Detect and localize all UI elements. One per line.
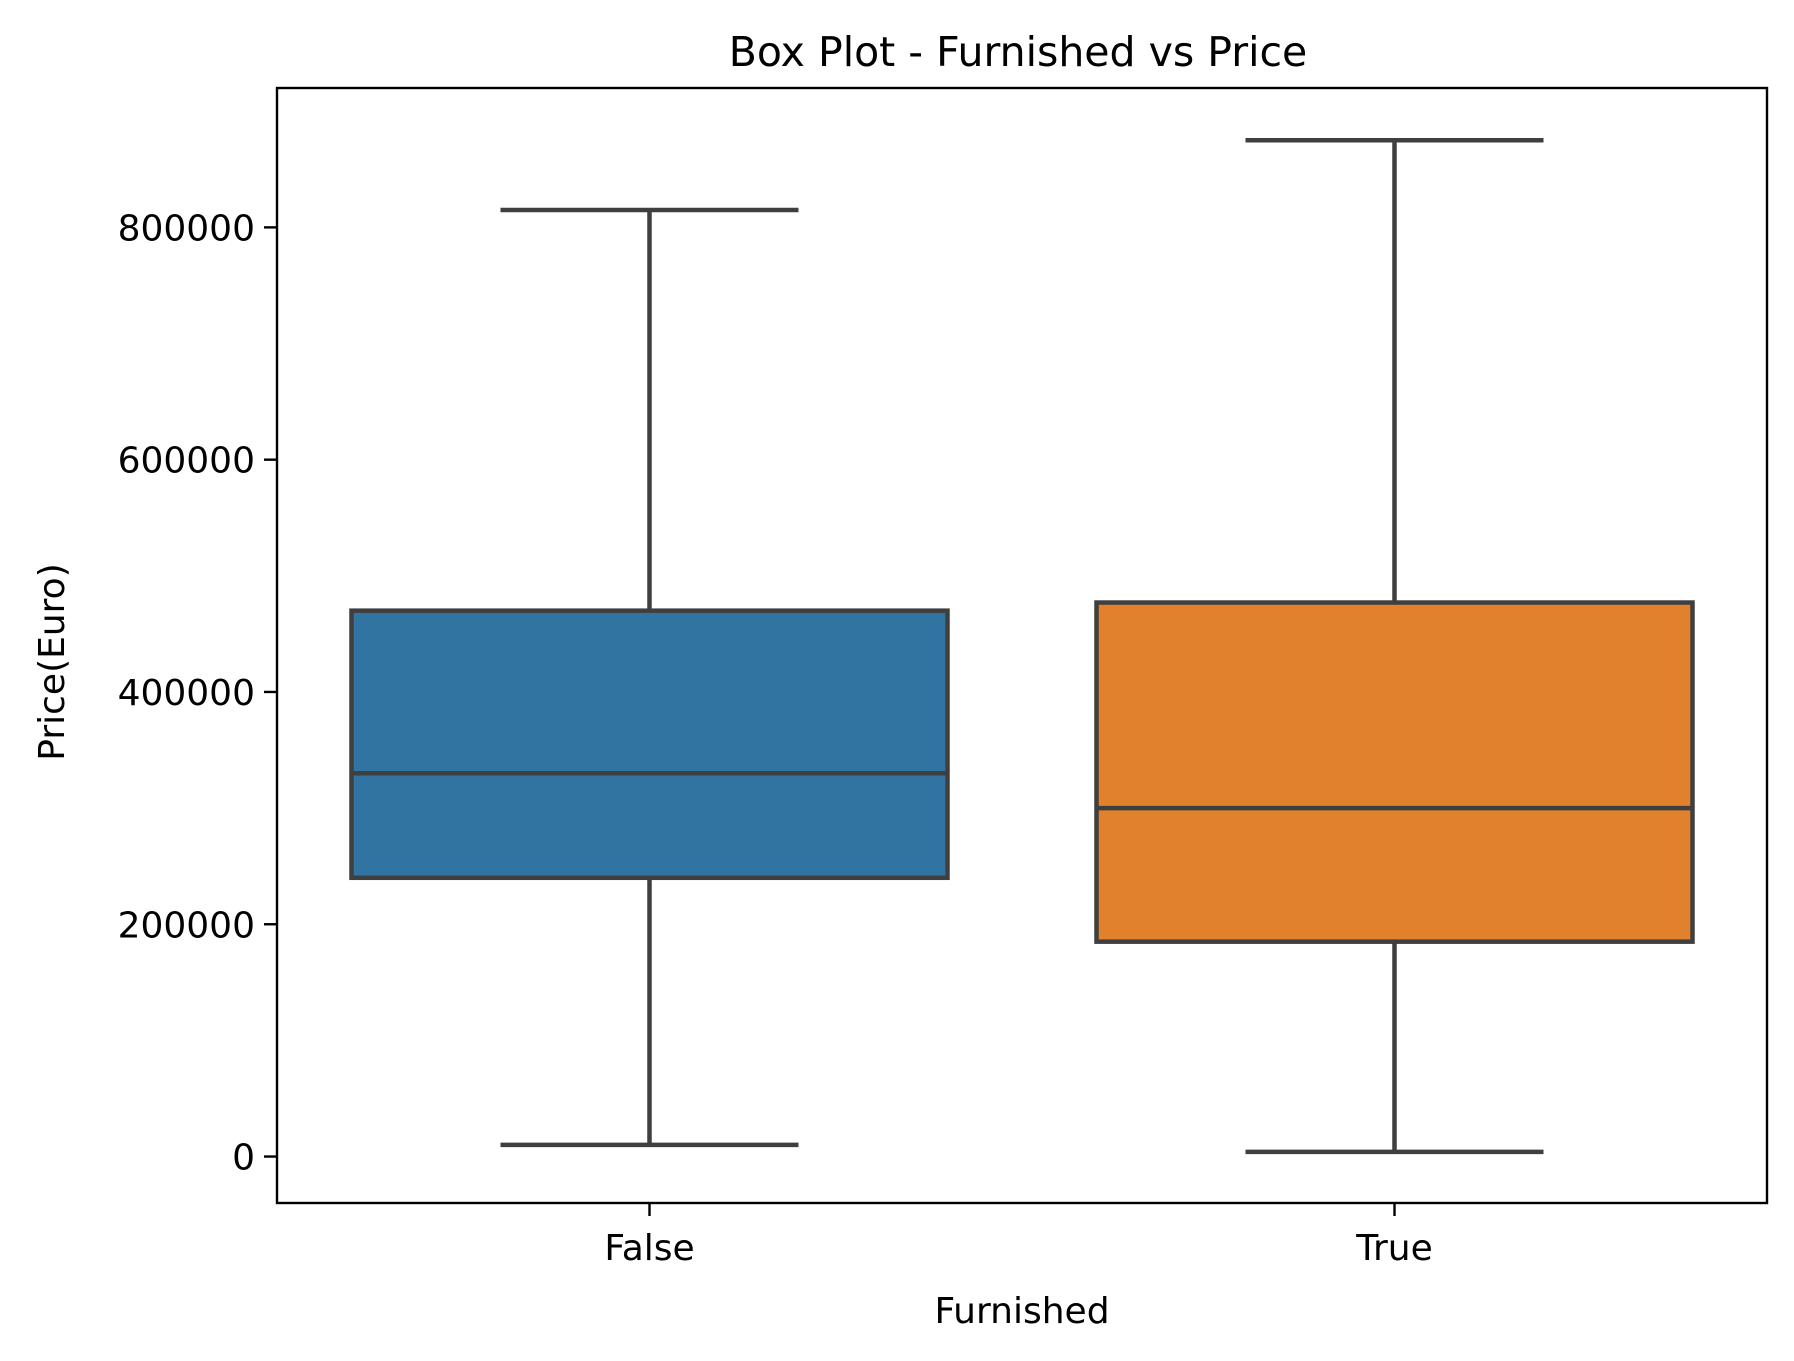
chart-title: Box Plot - Furnished vs Price — [729, 28, 1308, 76]
box-false — [349, 207, 950, 1148]
x-axis: False True — [604, 1203, 1433, 1269]
y-tick-label: 400000 — [118, 673, 255, 714]
x-axis-label: Furnished — [934, 1291, 1109, 1332]
x-tick-label: True — [1355, 1228, 1432, 1269]
y-tick-label: 800000 — [118, 208, 255, 249]
iqr-box — [349, 608, 950, 881]
box-true — [1094, 138, 1695, 1155]
y-tick-label: 200000 — [118, 905, 255, 946]
y-tick-label: 600000 — [118, 441, 255, 482]
plot-area — [349, 138, 1695, 1155]
y-axis-label: Price(Euro) — [32, 563, 73, 761]
y-tick-label: 0 — [232, 1138, 255, 1179]
plot-frame — [275, 86, 1769, 1205]
y-axis: 0 200000 400000 600000 800000 — [118, 208, 277, 1179]
iqr-box — [1094, 600, 1695, 944]
x-tick-label: False — [604, 1228, 694, 1269]
